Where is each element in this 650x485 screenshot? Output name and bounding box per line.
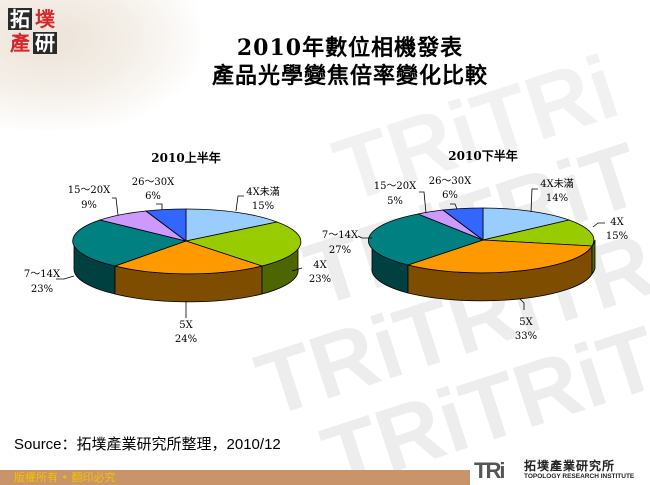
slice-4x (482, 219, 595, 247)
value-5x-h1: 24% (175, 334, 197, 345)
slice-7-14x (72, 219, 188, 267)
value-7-14x-h1: 23% (31, 284, 53, 295)
value-26-30x-h1: 6% (145, 191, 161, 202)
value-4x-under-h1: 15% (252, 201, 274, 212)
slice-4x (184, 221, 302, 267)
value-15-20x-h1: 9% (81, 200, 97, 211)
pie-chart-h2: 2010下半年 4X未滿 14% 4X 15% 5X 33% 7～14X 27%… (322, 148, 628, 342)
chart-title-h1: 2010上半年 (151, 150, 220, 165)
label-7-14x-h1: 7～14X (24, 269, 61, 280)
chart-title-h2: 2010下半年 (448, 148, 517, 163)
label-15-20x-h2: 15～20X (374, 181, 417, 192)
value-15-20x-h2: 5% (387, 196, 403, 207)
tri-logo-mark: TRi (474, 458, 505, 483)
value-4x-under-h2: 14% (546, 193, 568, 204)
background-map-decoration (0, 0, 200, 130)
label-26-30x-h2: 26～30X (429, 176, 472, 187)
tri-logo: TRi 拓墣產業研究所 TOPOLOGY RESEARCH INSTITUTE (470, 455, 650, 485)
pie-chart-h1: 2010上半年 4X未滿 15% 4X 23% 5X 24% 7～14X 23%… (24, 150, 331, 345)
logo-char: 拓 (8, 7, 32, 31)
label-5x-h2: 5X (519, 317, 533, 328)
page-title-line-2: 產品光學變焦倍率變化比較 (211, 63, 488, 89)
tri-logo-english-name: TOPOLOGY RESEARCH INSTITUTE (524, 473, 635, 480)
slice-4x-under (185, 208, 279, 242)
slice-5x (406, 239, 593, 274)
label-4x-h1: 4X (313, 260, 327, 271)
value-26-30x-h2: 6% (442, 190, 458, 201)
slice-26-30x (144, 208, 187, 242)
label-5x-h1: 5X (179, 320, 193, 331)
slice-7-14x (367, 213, 485, 266)
slice-5x (113, 240, 264, 275)
value-4x-h1: 23% (309, 274, 331, 285)
label-26-30x-h1: 26～30X (132, 177, 175, 188)
slice-26-30x (441, 207, 484, 241)
label-4x-h2: 4X (610, 217, 624, 228)
tri-logo-chinese-name: 拓墣產業研究所 (524, 459, 616, 473)
logo-char: 墣 (35, 7, 55, 31)
logo-char: 產 (10, 31, 30, 55)
page-title-line-1: 2010年數位相機發表 (236, 35, 464, 61)
label-4x-under-h1: 4X未滿 (246, 185, 279, 198)
label-7-14x-h2: 7～14X (322, 230, 359, 241)
slice-side-5x (114, 265, 263, 303)
value-4x-h2: 15% (606, 231, 628, 242)
copyright-notice: 版權所有 • 翻印必究 (14, 471, 116, 484)
value-7-14x-h2: 27% (329, 245, 351, 256)
logo-char: 研 (33, 31, 57, 55)
company-logo: 拓 墣 產 研 (8, 8, 60, 56)
source-note: Source：拓墣產業研究所整理，2010/12 (14, 436, 281, 453)
value-5x-h2: 33% (515, 331, 537, 342)
label-15-20x-h1: 15～20X (68, 185, 111, 196)
label-4x-under-h2: 4X未滿 (540, 177, 573, 190)
